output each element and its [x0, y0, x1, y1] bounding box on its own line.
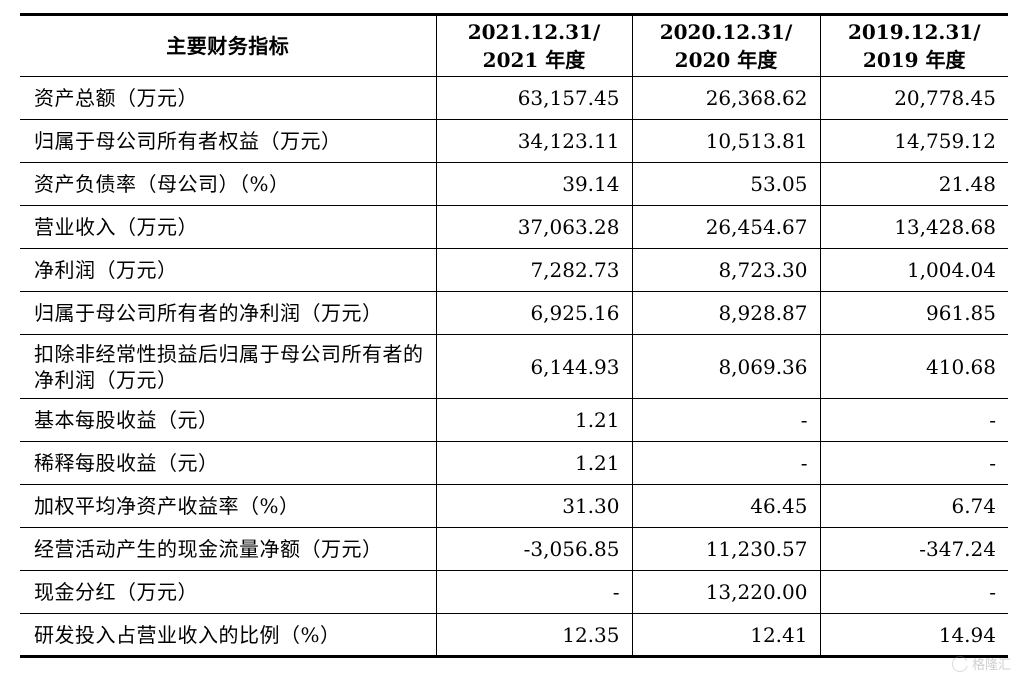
financial-indicators-table: 主要财务指标 2021.12.31/ 2021 年度 2020.12.31/ 2… [20, 13, 1008, 658]
cell-2020: - [631, 398, 820, 442]
header-col-2020: 2020.12.31/ 2020 年度 [631, 13, 820, 77]
cell-2021: 6,144.93 [435, 334, 632, 399]
cell-2020: 8,723.30 [631, 248, 820, 292]
table-row: 基本每股收益（元） 1.21 - - [20, 398, 1008, 442]
header-col-2021: 2021.12.31/ 2021 年度 [435, 13, 632, 77]
table-row: 资产负债率（母公司）（%） 39.14 53.05 21.48 [20, 162, 1008, 206]
header-2021-year: 2021 年度 [482, 48, 586, 72]
table-row: 净利润（万元） 7,282.73 8,723.30 1,004.04 [20, 248, 1008, 292]
table-row: 现金分红（万元） - 13,220.00 - [20, 570, 1008, 614]
table-row: 稀释每股收益（元） 1.21 - - [20, 441, 1008, 485]
cell-2019: 21.48 [819, 162, 1008, 206]
row-label: 研发投入占营业收入的比例（%） [20, 613, 436, 658]
cell-2020: 26,454.67 [631, 205, 820, 249]
table-row: 归属于母公司所有者的净利润（万元） 6,925.16 8,928.87 961.… [20, 291, 1008, 335]
cell-2019: 410.68 [819, 334, 1008, 399]
cell-2019: 1,004.04 [819, 248, 1008, 292]
watermark: 格隆汇 [951, 654, 1011, 673]
cell-2020: 26,368.62 [631, 76, 820, 120]
cell-2019: - [819, 398, 1008, 442]
cell-2019: 961.85 [819, 291, 1008, 335]
header-2020-date: 2020.12.31/ [659, 20, 793, 44]
cell-2021: 1.21 [435, 398, 632, 442]
header-row: 主要财务指标 2021.12.31/ 2021 年度 2020.12.31/ 2… [20, 13, 1008, 77]
cell-2021: 34,123.11 [435, 119, 632, 163]
header-2019-date: 2019.12.31/ [847, 20, 981, 44]
cell-2019: 20,778.45 [819, 76, 1008, 120]
cell-2021: 63,157.45 [435, 76, 632, 120]
cell-2020: 11,230.57 [631, 527, 820, 571]
cell-2020: - [631, 441, 820, 485]
watermark-text: 格隆汇 [971, 658, 1011, 673]
header-indicator-label: 主要财务指标 [20, 13, 436, 77]
cell-2021: 7,282.73 [435, 248, 632, 292]
table-body: 资产总额（万元） 63,157.45 26,368.62 20,778.45 归… [20, 76, 1008, 658]
table-row: 经营活动产生的现金流量净额（万元） -3,056.85 11,230.57 -3… [20, 527, 1008, 571]
table-header: 主要财务指标 2021.12.31/ 2021 年度 2020.12.31/ 2… [20, 13, 1008, 77]
header-2020-year: 2020 年度 [674, 48, 778, 72]
header-col-2019: 2019.12.31/ 2019 年度 [819, 13, 1008, 77]
table-row: 扣除非经常性损益后归属于母公司所有者的净利润（万元） 6,144.93 8,06… [20, 334, 1008, 399]
row-label: 现金分红（万元） [20, 570, 436, 614]
cell-2020: 46.45 [631, 484, 820, 528]
cell-2019: 14.94 [819, 613, 1008, 658]
cell-2021: -3,056.85 [435, 527, 632, 571]
row-label: 归属于母公司所有者权益（万元） [20, 119, 436, 163]
cell-2020: 8,069.36 [631, 334, 820, 399]
logo-icon [951, 655, 970, 672]
cell-2021: 31.30 [435, 484, 632, 528]
table-row: 研发投入占营业收入的比例（%） 12.35 12.41 14.94 [20, 613, 1008, 658]
cell-2019: 6.74 [819, 484, 1008, 528]
row-label: 营业收入（万元） [20, 205, 436, 249]
header-2021-date: 2021.12.31/ [467, 20, 601, 44]
row-label: 扣除非经常性损益后归属于母公司所有者的净利润（万元） [20, 334, 436, 399]
cell-2021: 12.35 [435, 613, 632, 658]
cell-2020: 8,928.87 [631, 291, 820, 335]
cell-2021: 1.21 [435, 441, 632, 485]
financial-indicators-table-container: 主要财务指标 2021.12.31/ 2021 年度 2020.12.31/ 2… [20, 13, 1008, 658]
table-row: 营业收入（万元） 37,063.28 26,454.67 13,428.68 [20, 205, 1008, 249]
cell-2020: 10,513.81 [631, 119, 820, 163]
row-label: 经营活动产生的现金流量净额（万元） [20, 527, 436, 571]
cell-2021: 37,063.28 [435, 205, 632, 249]
cell-2021: 39.14 [435, 162, 632, 206]
cell-2019: 14,759.12 [819, 119, 1008, 163]
table-row: 归属于母公司所有者权益（万元） 34,123.11 10,513.81 14,7… [20, 119, 1008, 163]
header-2019-year: 2019 年度 [862, 48, 966, 72]
row-label: 基本每股收益（元） [20, 398, 436, 442]
table-row: 资产总额（万元） 63,157.45 26,368.62 20,778.45 [20, 76, 1008, 120]
cell-2019: -347.24 [819, 527, 1008, 571]
table-row: 加权平均净资产收益率（%） 31.30 46.45 6.74 [20, 484, 1008, 528]
cell-2021: 6,925.16 [435, 291, 632, 335]
cell-2019: - [819, 441, 1008, 485]
cell-2021: - [435, 570, 632, 614]
row-label: 资产总额（万元） [20, 76, 436, 120]
row-label: 资产负债率（母公司）（%） [20, 162, 436, 206]
cell-2020: 53.05 [631, 162, 820, 206]
cell-2020: 12.41 [631, 613, 820, 658]
row-label: 加权平均净资产收益率（%） [20, 484, 436, 528]
row-label: 净利润（万元） [20, 248, 436, 292]
row-label: 归属于母公司所有者的净利润（万元） [20, 291, 436, 335]
cell-2020: 13,220.00 [631, 570, 820, 614]
cell-2019: 13,428.68 [819, 205, 1008, 249]
cell-2019: - [819, 570, 1008, 614]
row-label: 稀释每股收益（元） [20, 441, 436, 485]
